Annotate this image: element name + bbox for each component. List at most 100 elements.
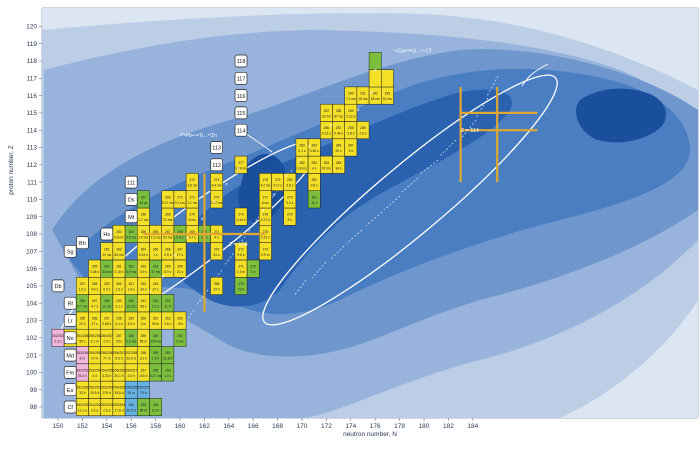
nuclide-cell-text: 274 <box>214 178 220 182</box>
nuclide-cell-text: 25 s <box>116 339 123 343</box>
element-label-text: 113 <box>212 146 221 152</box>
element-label-text: Ds <box>128 198 135 204</box>
nuclide-cell-text: 259 <box>92 265 98 269</box>
nuclide-cell: 260 31.8 d <box>161 346 175 365</box>
nuclide-cell: 282 0.5 s <box>307 173 321 191</box>
nuclide-cell-text: 0.17 ms <box>211 201 223 205</box>
x-tick-label: 154 <box>101 423 112 430</box>
nuclide-cell-box <box>234 242 248 261</box>
nuclide-cell-text: 0.65 s <box>102 322 111 326</box>
nuclide-cell-text: 20 s <box>335 149 342 153</box>
nuclide-cell-text: 259 <box>128 317 134 321</box>
nuclide-cell-text: 288 <box>348 126 354 130</box>
nuclide-cell-text: 23 h <box>238 287 245 291</box>
nuclide-cell-text: 251/252 <box>76 386 88 390</box>
nuclide-cell-text: 257 <box>92 299 98 303</box>
nuclide-cell-text: 0.9 m <box>261 253 269 257</box>
element-label: Db <box>51 279 65 293</box>
nuclide-cell: 270 0.1 ms <box>173 190 187 209</box>
decay-arrow-5 <box>401 177 419 193</box>
nuclide-cell-text: 0.44 s <box>139 253 148 257</box>
nuclide-cell-text: 262 <box>141 282 147 286</box>
y-tick-label: 118 <box>27 58 38 65</box>
nuclide-cell-text: 264 <box>141 247 147 251</box>
element-label-box <box>234 123 248 137</box>
nuclide-cell-box <box>149 346 162 365</box>
element-label-text: 115 <box>237 111 246 117</box>
decay-arrow-18 <box>195 289 209 307</box>
nuclide-cell: 261 68 s <box>137 294 150 313</box>
nuclide-cell-box <box>137 398 150 416</box>
nuclide-cell-text: 258 <box>153 368 159 372</box>
nuclide-cell-text: 0.2 s <box>286 201 293 205</box>
nuclide-cell-text: 252/253 <box>76 368 88 372</box>
nuclide-cell-text: 263 <box>116 230 122 234</box>
nuclide-cell-text: 31.8 d <box>163 357 172 361</box>
element-label-box <box>234 71 248 85</box>
nuclide-cell-box <box>76 380 89 399</box>
nuclide-cell-text: 6.7 ms <box>77 305 87 309</box>
nuclide-cell-text: 263 <box>141 265 147 269</box>
nuclide-cell: 257/258 51.5 d <box>124 346 138 365</box>
nuclide-cell-text: 254/255 <box>89 351 101 355</box>
x-tick-label: 184 <box>467 423 478 430</box>
nuclide-cell-text: 257 <box>116 334 122 338</box>
nuclide-cell-text: 252/253 <box>89 386 101 390</box>
nuclide-cell-text: 2.3 ms <box>151 236 161 240</box>
nuclide-cell-box <box>161 346 175 365</box>
nuclide-cell-text: 262 <box>165 317 171 321</box>
element-label-text: 117 <box>237 77 246 83</box>
nuclide-cell-text: 4.1 s <box>115 322 122 326</box>
nuclide-cell-text: 0.5 ms <box>126 236 136 240</box>
element-label-text: Md <box>66 353 74 359</box>
nuclide-cell-text: 271 <box>189 195 195 199</box>
nuclide-cell-text: 21 ms <box>163 218 172 222</box>
nuclide-cell-text: 6.4 ms <box>212 184 222 188</box>
nuclide-cell-text: 259 <box>153 351 159 355</box>
element-label: Ds <box>124 193 138 206</box>
nuclide-cell-box <box>88 346 101 365</box>
element-label: Sg <box>63 244 77 258</box>
alpha-decay-marker: α <box>298 157 301 162</box>
nuclide-cell-text: 257 <box>80 282 86 286</box>
nuclide-cell-text: 261 <box>128 282 134 286</box>
y-tick-label: 120 <box>26 24 37 31</box>
nuclide-cell-text: 277 <box>263 195 269 199</box>
nuclide-cell-text: 18 ms <box>371 97 380 101</box>
nuclide-cell-text: 291 <box>360 92 366 96</box>
nuclide-cell-text: 250/251 <box>76 403 88 407</box>
nuclide-cell-text: 259 <box>104 282 110 286</box>
annotation-text: ⁴⁸Ca+²³⁸U...²⁴⁹Cf <box>394 48 432 54</box>
nuclide-cell-box <box>88 328 101 347</box>
element-label: 117 <box>234 71 248 85</box>
nuclide-cell-text: 7.1 ms <box>346 97 356 101</box>
y-tick-label: 108 <box>26 231 37 238</box>
nuclide-cell-box <box>137 294 150 313</box>
nuclide-cell-text: 1.2 ms <box>126 339 136 343</box>
nuclide-cell-text: 274 <box>263 247 269 251</box>
y-tick-label: 119 <box>27 41 38 48</box>
nuclide-cell-text: 39.8 d <box>114 391 123 395</box>
nuclide-cell-box <box>76 363 89 382</box>
nuclide-cell-text: 1.9 ms <box>138 236 148 240</box>
nuclide-cell-text: 277 <box>238 161 244 165</box>
nuclide-cell-text: 87 ms <box>334 114 343 118</box>
element-label: Hs <box>100 227 114 241</box>
nuclide-cell: 257 100 d <box>137 363 150 382</box>
nuclide-cell-text: 11 s <box>311 201 317 205</box>
nuclide-cell-text: 2.3 s <box>54 339 61 343</box>
y-tick-label: 105 <box>26 283 37 290</box>
nuclide-cell: 264 0.5 ms <box>124 225 138 243</box>
nuclide-cell-text: 269 <box>165 195 171 199</box>
nuclide-cell-text: 260 <box>128 299 134 303</box>
nuclide-cell: 263~5 h <box>173 311 187 330</box>
nuclide-cell-text: 11 m <box>164 305 171 309</box>
